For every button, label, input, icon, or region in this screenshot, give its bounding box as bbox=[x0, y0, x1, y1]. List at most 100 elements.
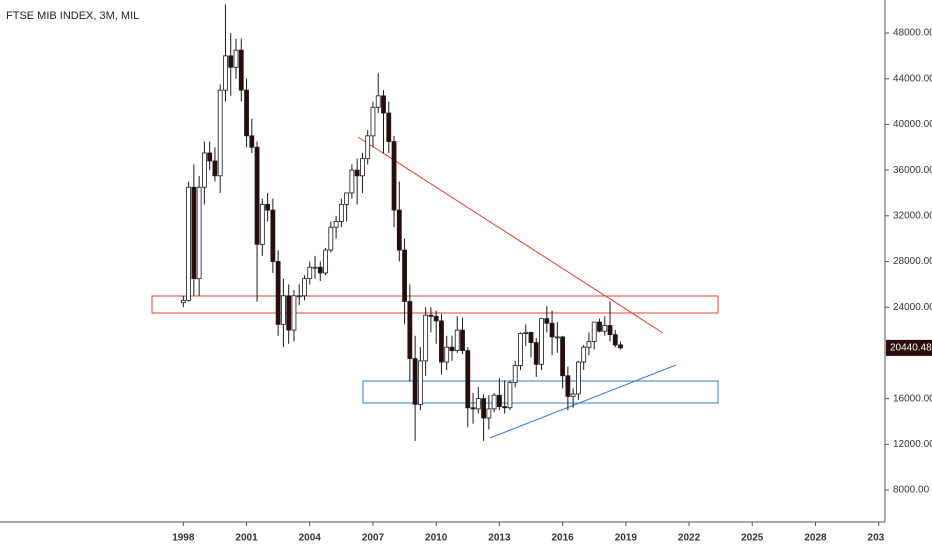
candle-body bbox=[502, 406, 508, 409]
candle-body bbox=[597, 321, 602, 332]
candle-body bbox=[560, 336, 566, 377]
x-tick-label: 2001 bbox=[235, 533, 258, 544]
x-tick-label: 2028 bbox=[804, 533, 827, 544]
candle-body bbox=[217, 89, 223, 177]
candle-body bbox=[544, 318, 550, 324]
y-tick-label: 24000.00 bbox=[893, 302, 932, 313]
candle-body bbox=[423, 314, 429, 362]
candle-body bbox=[528, 331, 534, 344]
candle-body bbox=[302, 278, 307, 297]
candle-body bbox=[491, 394, 497, 410]
trend-line-down bbox=[357, 136, 664, 334]
trend-line-up bbox=[489, 364, 677, 439]
candle-body bbox=[460, 329, 465, 352]
y-tick-label: 16000.00 bbox=[893, 393, 932, 404]
candle-body bbox=[512, 365, 518, 384]
candle-body bbox=[338, 203, 344, 222]
candle-body bbox=[360, 158, 365, 177]
candle-body bbox=[602, 325, 608, 332]
candle-body bbox=[496, 394, 502, 408]
candle-body bbox=[275, 261, 281, 325]
candle-body bbox=[244, 89, 249, 137]
x-tick-label: 1998 bbox=[172, 533, 195, 544]
candle-body bbox=[281, 295, 286, 325]
candle-body bbox=[254, 146, 260, 245]
candle-body bbox=[586, 341, 592, 348]
candle-body bbox=[412, 358, 418, 405]
candle-body bbox=[354, 169, 360, 177]
candle-body bbox=[612, 334, 618, 346]
candle-body bbox=[212, 160, 218, 177]
candle-body bbox=[454, 329, 460, 352]
candle-body bbox=[465, 350, 471, 409]
candle-body bbox=[576, 361, 581, 395]
candle-body bbox=[180, 299, 186, 304]
candle-body bbox=[196, 186, 202, 280]
candle-body bbox=[591, 321, 597, 342]
candle-body bbox=[307, 266, 313, 280]
x-axis-labels: 1998 2001 2004 2007 2010 2013 2016 2019 2022 2025… bbox=[172, 533, 891, 544]
candle-body bbox=[481, 398, 486, 419]
candle-body bbox=[186, 186, 191, 301]
candle-body bbox=[449, 346, 455, 352]
candle-body bbox=[317, 266, 323, 274]
x-tick-label: 2016 bbox=[551, 533, 574, 544]
x-tick-label: 2007 bbox=[362, 533, 385, 544]
last-price-label: 20440.48 bbox=[890, 343, 932, 354]
chart-title: FTSE MIB INDEX, 3M, MIL bbox=[6, 10, 139, 22]
candle-body bbox=[470, 407, 476, 410]
candle-body bbox=[238, 49, 244, 91]
candle-body bbox=[233, 49, 239, 68]
candle-body bbox=[207, 152, 213, 162]
candle-body bbox=[523, 331, 529, 334]
candle-body bbox=[518, 333, 523, 366]
y-tick-label: 48000.00 bbox=[893, 28, 932, 39]
x-tick-label: 2013 bbox=[488, 533, 511, 544]
candle-body bbox=[370, 106, 376, 137]
candle-body bbox=[475, 398, 481, 410]
y-tick-label: 44000.00 bbox=[893, 73, 932, 84]
candle-body bbox=[375, 95, 381, 108]
candle-body bbox=[417, 360, 423, 405]
candle-body bbox=[433, 315, 439, 322]
y-tick-label: 12000.00 bbox=[893, 439, 932, 450]
candle-body bbox=[286, 295, 292, 331]
candle-body bbox=[323, 249, 328, 274]
candle-body bbox=[228, 55, 234, 68]
candle-body bbox=[291, 295, 297, 331]
candle-body bbox=[396, 209, 402, 251]
candle-body bbox=[365, 135, 371, 160]
x-tick-label: 2010 bbox=[425, 533, 448, 544]
resistance-zone bbox=[151, 295, 719, 314]
candle-body bbox=[296, 295, 302, 298]
y-tick-label: 32000.00 bbox=[893, 210, 932, 221]
candle-body bbox=[223, 55, 228, 91]
support-zone bbox=[362, 380, 719, 404]
candle-body bbox=[270, 209, 276, 262]
x-tick-label: 2031 bbox=[868, 533, 891, 544]
candle-body bbox=[259, 203, 265, 245]
candle-body bbox=[312, 266, 318, 269]
candle-body bbox=[333, 221, 339, 228]
last-price-box bbox=[886, 339, 932, 356]
y-tick-label: 8000.00 bbox=[893, 485, 930, 496]
candle-body bbox=[328, 226, 334, 251]
candle-body bbox=[391, 141, 397, 211]
x-tick-label: 2025 bbox=[741, 533, 764, 544]
candle-body bbox=[565, 375, 571, 397]
candle-body bbox=[507, 382, 513, 409]
annotations bbox=[151, 136, 719, 439]
candle-body bbox=[265, 203, 271, 211]
candle-body bbox=[191, 186, 197, 280]
candle-body bbox=[428, 314, 434, 317]
candle-body bbox=[570, 393, 576, 397]
candle-body bbox=[581, 346, 587, 363]
candle-body bbox=[381, 95, 386, 114]
candle-body bbox=[533, 342, 539, 365]
x-tick-label: 2022 bbox=[678, 533, 701, 544]
candle-body bbox=[444, 346, 450, 363]
candle-body bbox=[554, 336, 560, 339]
y-tick-label: 36000.00 bbox=[893, 165, 932, 176]
candle-body bbox=[402, 249, 407, 302]
